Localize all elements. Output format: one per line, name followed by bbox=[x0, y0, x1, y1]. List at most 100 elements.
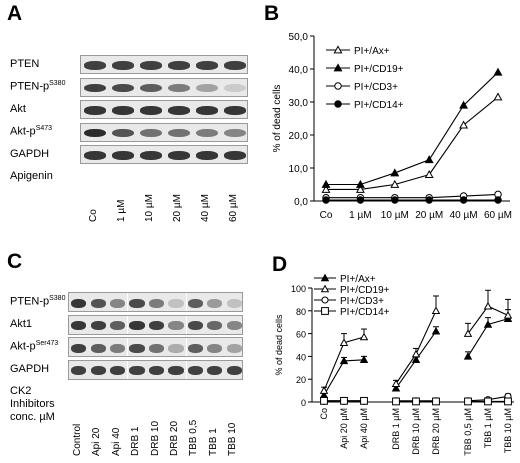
panel-letter-b: B bbox=[264, 2, 280, 25]
legend-label: PI+/CD3+ bbox=[340, 296, 384, 307]
data-point bbox=[320, 396, 328, 405]
blot-row-label: PTEN-pS380 bbox=[10, 295, 66, 308]
legend-label: PI+/CD19+ bbox=[354, 64, 404, 75]
data-point bbox=[334, 82, 342, 90]
x-tick-label: 60 µM bbox=[484, 210, 512, 221]
protein-band bbox=[196, 83, 218, 93]
panel-letter-d: D bbox=[272, 253, 288, 276]
treatment-label: CK2 bbox=[10, 385, 32, 397]
protein-band bbox=[71, 366, 87, 375]
protein-band bbox=[168, 366, 184, 375]
data-point bbox=[464, 397, 472, 406]
data-point bbox=[411, 355, 421, 364]
protein-band bbox=[187, 298, 203, 308]
legend-label: PI+/Ax+ bbox=[354, 46, 390, 57]
legend-label: PI+/CD14+ bbox=[340, 307, 390, 318]
protein-band bbox=[140, 128, 162, 138]
protein-band bbox=[112, 128, 134, 138]
legend-label: PI+/Ax+ bbox=[340, 274, 376, 285]
protein-band bbox=[110, 343, 126, 353]
data-point bbox=[432, 397, 440, 406]
lane-label: DRB 10 bbox=[149, 420, 161, 456]
data-point bbox=[459, 196, 468, 204]
protein-band bbox=[129, 366, 145, 375]
protein-band bbox=[196, 128, 218, 138]
protein-band bbox=[224, 128, 246, 138]
protein-band bbox=[71, 298, 87, 308]
data-point bbox=[320, 273, 330, 282]
y-tick-label: 40 bbox=[296, 352, 306, 362]
panel-letter-c: C bbox=[7, 250, 23, 273]
protein-band bbox=[90, 298, 106, 308]
y-tick-label: 0 bbox=[301, 398, 306, 408]
y-tick-label: 50,0 bbox=[289, 32, 309, 43]
protein-band bbox=[140, 61, 162, 70]
x-tick-label: DRB 20 µM bbox=[431, 408, 441, 455]
lane-label: 1 µM bbox=[116, 199, 127, 222]
protein-band bbox=[187, 366, 203, 375]
data-point bbox=[463, 329, 473, 337]
lane-divider bbox=[185, 315, 187, 334]
lane-divider bbox=[185, 293, 187, 311]
protein-band bbox=[90, 366, 106, 375]
protein-band bbox=[207, 366, 223, 375]
y-tick-label: 80 bbox=[296, 307, 306, 317]
data-point bbox=[320, 284, 330, 293]
legend-label: PI+/CD14+ bbox=[354, 100, 404, 111]
protein-band bbox=[84, 128, 106, 138]
series-line bbox=[395, 310, 437, 385]
protein-band bbox=[168, 321, 184, 330]
data-point bbox=[459, 120, 469, 129]
blot-row-label: PTEN-pS380 bbox=[10, 80, 66, 93]
protein-band bbox=[168, 298, 184, 308]
blot-strip bbox=[80, 100, 248, 119]
protein-band bbox=[110, 298, 126, 308]
x-tick-label: 40 µM bbox=[450, 210, 478, 221]
protein-band bbox=[148, 298, 165, 308]
lane-label: Api 20 bbox=[91, 427, 103, 456]
lane-label: DRB 20 bbox=[168, 420, 180, 456]
protein-band bbox=[148, 321, 165, 330]
protein-band bbox=[110, 321, 126, 330]
protein-band bbox=[90, 343, 106, 353]
data-point bbox=[463, 351, 473, 360]
lane-divider bbox=[127, 338, 129, 356]
y-tick-label: 100 bbox=[291, 284, 306, 294]
protein-band bbox=[207, 343, 223, 353]
blot-strip bbox=[68, 337, 243, 357]
data-point bbox=[334, 100, 342, 108]
protein-band bbox=[112, 61, 134, 70]
protein-band bbox=[196, 61, 218, 70]
lane-label: TBB 1 bbox=[207, 428, 219, 456]
x-tick-label: DRB 1 µM bbox=[391, 408, 401, 450]
x-tick-label: 20 µM bbox=[415, 210, 443, 221]
data-point bbox=[493, 92, 503, 101]
protein-band bbox=[168, 151, 190, 160]
y-tick-label: 60 bbox=[296, 330, 306, 340]
data-point bbox=[424, 155, 434, 164]
data-point bbox=[390, 168, 400, 177]
data-point bbox=[359, 355, 369, 364]
data-point bbox=[484, 397, 492, 406]
y-tick-label: 20,0 bbox=[289, 131, 309, 142]
protein-band bbox=[84, 151, 106, 160]
y-tick-label: 40,0 bbox=[289, 65, 309, 76]
x-tick-label: 10 µM bbox=[381, 210, 409, 221]
x-tick-label: TBB 10 µM bbox=[503, 408, 513, 453]
data-point bbox=[392, 397, 400, 406]
protein-band bbox=[226, 321, 242, 330]
data-point bbox=[483, 320, 493, 328]
protein-band bbox=[226, 298, 242, 308]
y-tick-label: 30,0 bbox=[289, 98, 309, 109]
y-tick-label: 0,0 bbox=[294, 197, 308, 208]
data-point bbox=[355, 184, 365, 193]
x-tick-label: Api 40 µM bbox=[359, 408, 369, 449]
blot-strip bbox=[80, 145, 248, 164]
protein-band bbox=[140, 151, 162, 160]
lane-label: TBB 10 bbox=[227, 422, 239, 456]
protein-band bbox=[148, 343, 165, 353]
protein-band bbox=[110, 366, 126, 375]
protein-band bbox=[187, 343, 203, 353]
data-point bbox=[391, 383, 401, 392]
data-point bbox=[483, 301, 493, 310]
